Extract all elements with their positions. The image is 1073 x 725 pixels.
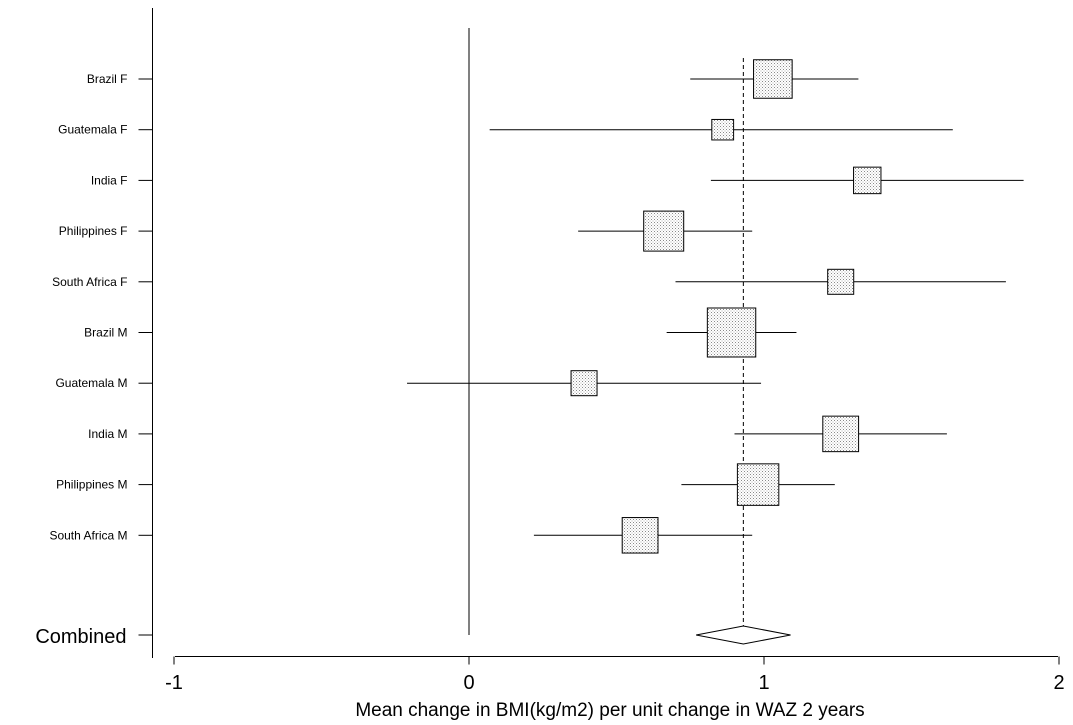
study-box bbox=[827, 268, 855, 295]
study-label: Guatemala F bbox=[58, 123, 127, 137]
study-box bbox=[736, 463, 780, 506]
combined-diamond bbox=[696, 625, 791, 645]
study-box bbox=[711, 118, 735, 141]
combined-label: Combined bbox=[35, 626, 126, 648]
study-box bbox=[570, 370, 598, 397]
study-box bbox=[621, 517, 659, 554]
x-tick-label: 2 bbox=[1053, 672, 1064, 694]
confidence-intervals bbox=[407, 78, 1024, 536]
x-axis-ticks: -1 0 1 2 bbox=[165, 656, 1065, 694]
study-label: South Africa M bbox=[49, 528, 127, 542]
study-label: Philippines F bbox=[59, 224, 128, 238]
study-box bbox=[753, 59, 793, 99]
study-box bbox=[706, 307, 757, 358]
study-label: Brazil M bbox=[84, 326, 127, 340]
study-box bbox=[643, 210, 685, 252]
study-label: Brazil F bbox=[87, 72, 128, 86]
y-axis-ticks bbox=[138, 78, 153, 636]
study-labels: Brazil F Guatemala F India F Philippines F S… bbox=[49, 72, 127, 542]
study-label: India M bbox=[88, 427, 127, 441]
study-label: Guatemala M bbox=[55, 376, 127, 390]
x-axis-title: Mean change in BMI(kg/m2) per unit chang… bbox=[355, 700, 864, 721]
study-estimates bbox=[570, 59, 882, 554]
x-tick-label: 1 bbox=[758, 672, 769, 694]
study-box bbox=[822, 415, 860, 453]
x-tick-label: -1 bbox=[165, 672, 183, 694]
study-box bbox=[853, 166, 882, 195]
study-label: India F bbox=[91, 173, 128, 187]
study-label: South Africa F bbox=[52, 275, 127, 289]
study-label: Philippines M bbox=[56, 478, 127, 492]
x-tick-label: 0 bbox=[463, 672, 474, 694]
